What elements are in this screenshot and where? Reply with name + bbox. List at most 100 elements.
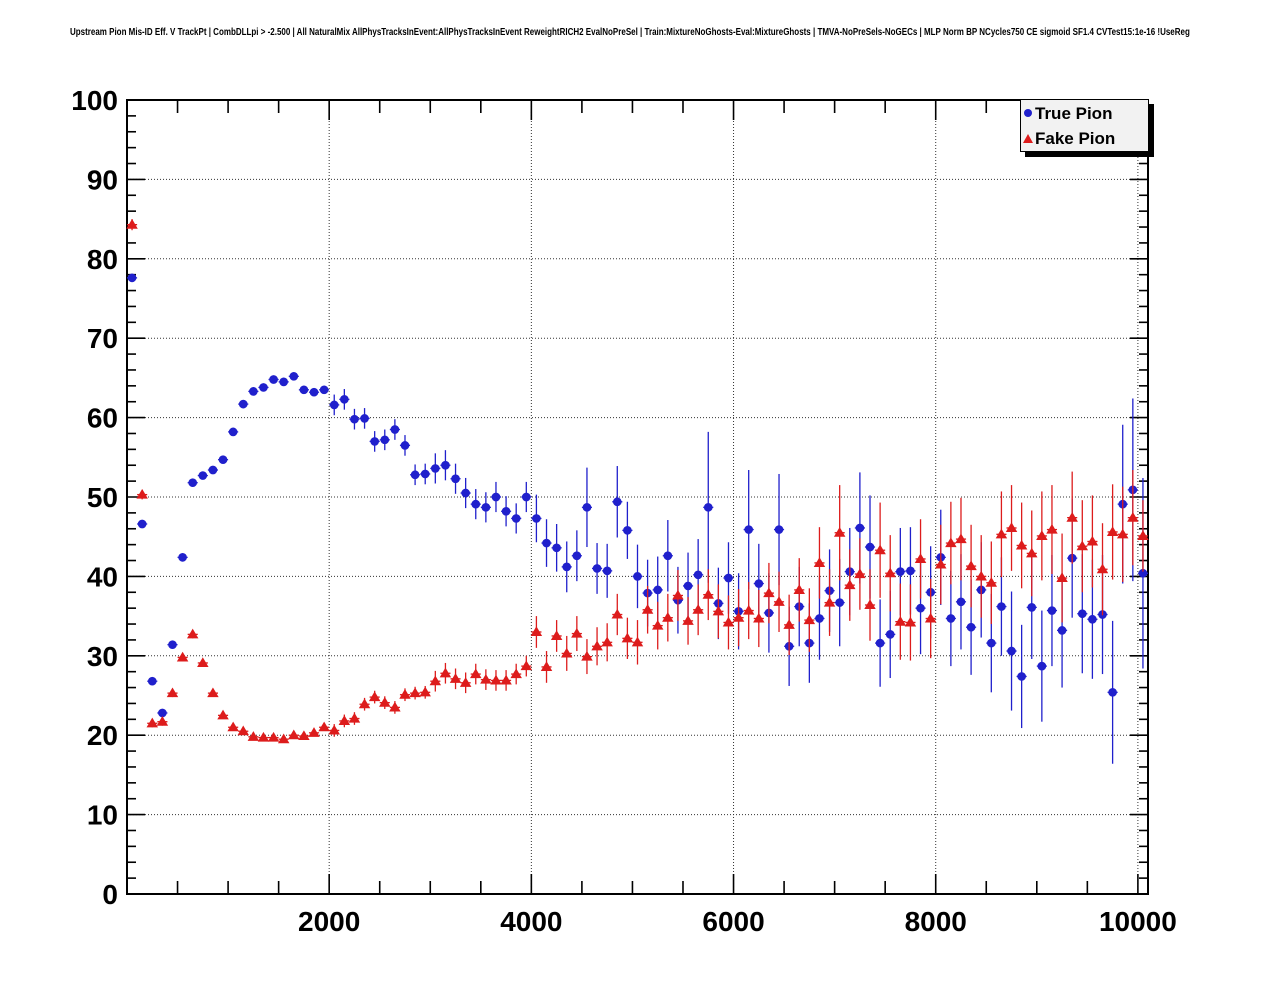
data-point bbox=[672, 570, 684, 621]
data-point bbox=[1015, 502, 1028, 589]
legend-label-fake-pion: Fake Pion bbox=[1035, 128, 1116, 148]
svg-text:30: 30 bbox=[87, 641, 118, 672]
data-point bbox=[864, 569, 876, 641]
data-point bbox=[1046, 485, 1058, 575]
data-point bbox=[369, 431, 380, 452]
data-point bbox=[399, 435, 411, 456]
data-point bbox=[137, 519, 148, 529]
data-point bbox=[247, 731, 260, 741]
data-point bbox=[429, 670, 442, 692]
circle-marker-icon bbox=[1021, 109, 1035, 117]
data-point bbox=[399, 688, 411, 702]
data-point bbox=[884, 535, 896, 612]
data-point bbox=[945, 570, 956, 667]
data-point bbox=[803, 588, 816, 652]
svg-text:8000: 8000 bbox=[905, 906, 967, 937]
data-point bbox=[136, 488, 148, 500]
data-point bbox=[1107, 620, 1118, 764]
data-point bbox=[389, 419, 400, 440]
svg-text:50: 50 bbox=[87, 482, 118, 513]
data-point bbox=[410, 464, 421, 486]
data-point bbox=[1096, 523, 1109, 616]
data-point bbox=[126, 218, 138, 231]
data-point bbox=[551, 523, 562, 572]
data-point bbox=[490, 670, 502, 691]
data-point bbox=[1036, 610, 1047, 722]
data-point bbox=[1026, 510, 1038, 597]
data-point bbox=[1056, 533, 1068, 623]
data-point bbox=[561, 635, 573, 671]
data-point bbox=[773, 571, 785, 632]
data-point bbox=[359, 408, 370, 429]
data-point bbox=[612, 466, 623, 538]
data-point bbox=[277, 733, 290, 744]
data-point bbox=[621, 617, 634, 659]
data-point bbox=[177, 552, 188, 562]
plot-title: Upstream Pion Mis-ID Eff. V TrackPt | Co… bbox=[70, 27, 1190, 38]
data-point bbox=[439, 662, 452, 684]
data-point bbox=[227, 721, 239, 732]
data-point bbox=[651, 601, 664, 650]
data-point bbox=[955, 497, 967, 581]
data-point bbox=[480, 669, 492, 690]
data-point bbox=[187, 478, 198, 488]
data-point bbox=[914, 519, 927, 599]
data-point bbox=[581, 639, 593, 675]
svg-text:6000: 6000 bbox=[702, 906, 764, 937]
data-point bbox=[722, 595, 735, 650]
data-point bbox=[430, 453, 441, 484]
data-point bbox=[389, 701, 401, 714]
svg-text:20: 20 bbox=[87, 720, 118, 751]
data-point bbox=[146, 717, 159, 728]
data-point bbox=[490, 481, 502, 513]
data-point bbox=[238, 399, 249, 409]
data-point bbox=[147, 676, 158, 686]
data-point bbox=[338, 714, 351, 728]
series-fake-pion bbox=[126, 218, 1149, 744]
data-point bbox=[460, 477, 471, 509]
data-point bbox=[1086, 495, 1099, 588]
data-point bbox=[985, 541, 998, 625]
data-point bbox=[904, 584, 917, 661]
data-point bbox=[581, 467, 593, 548]
data-point bbox=[975, 535, 987, 618]
svg-text:4000: 4000 bbox=[500, 906, 562, 937]
data-point bbox=[571, 530, 582, 582]
data-point bbox=[1137, 500, 1149, 572]
data-point bbox=[308, 387, 320, 397]
data-point bbox=[186, 628, 199, 639]
legend-label-true-pion: True Pion bbox=[1035, 103, 1113, 123]
y-axis-labels: 0 10 20 30 40 50 60 70 80 90 100 bbox=[71, 85, 118, 910]
data-point bbox=[379, 696, 391, 709]
data-point bbox=[632, 544, 643, 609]
data-point bbox=[510, 663, 522, 685]
svg-text:40: 40 bbox=[87, 561, 118, 592]
data-point bbox=[995, 491, 1008, 578]
data-point bbox=[924, 578, 937, 659]
data-point bbox=[278, 377, 289, 387]
data-point bbox=[692, 584, 704, 636]
legend: True Pion Fake Pion bbox=[1020, 99, 1149, 152]
data-point bbox=[1127, 470, 1139, 566]
data-point bbox=[1005, 485, 1018, 571]
data-point bbox=[894, 583, 907, 660]
data-point bbox=[288, 371, 299, 381]
data-point bbox=[501, 496, 512, 527]
data-point bbox=[480, 492, 491, 523]
data-point bbox=[157, 708, 168, 718]
data-point bbox=[531, 494, 542, 543]
series-true-pion bbox=[127, 273, 1148, 764]
data-point bbox=[753, 589, 765, 648]
data-point bbox=[611, 593, 624, 636]
data-point bbox=[712, 584, 725, 639]
data-point bbox=[571, 616, 583, 652]
legend-item-fake-pion: Fake Pion bbox=[1021, 126, 1148, 150]
data-point bbox=[207, 687, 219, 698]
data-point bbox=[742, 581, 755, 640]
data-point bbox=[459, 672, 472, 694]
data-point bbox=[419, 685, 431, 699]
data-point bbox=[1006, 591, 1017, 711]
data-point bbox=[662, 520, 673, 592]
data-point bbox=[511, 503, 522, 534]
